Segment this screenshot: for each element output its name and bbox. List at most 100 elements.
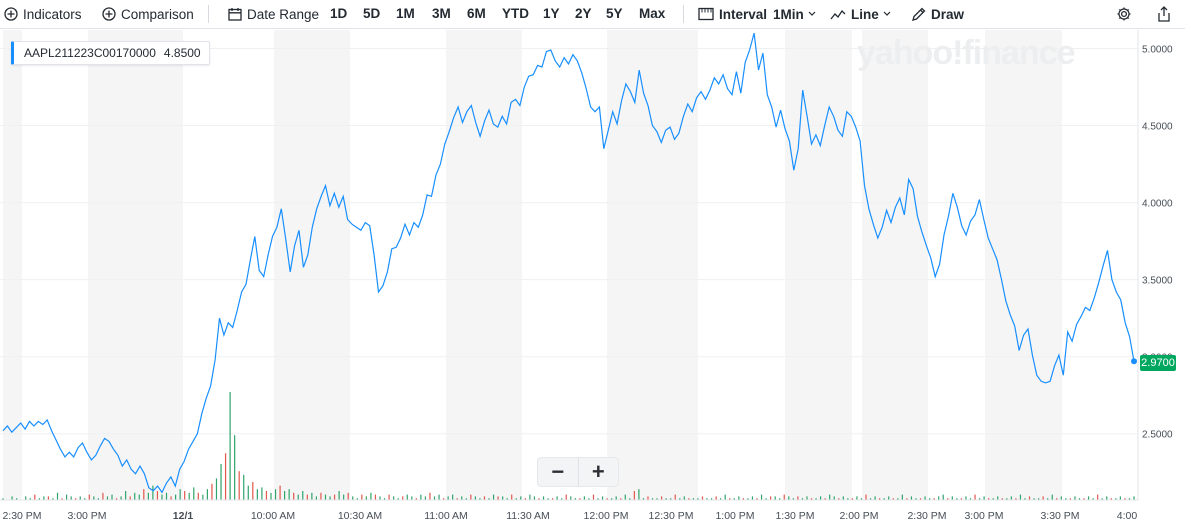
volume-bar — [561, 498, 563, 500]
gear-icon — [1116, 6, 1132, 22]
interval-dropdown[interactable]: Interval 1Min — [698, 0, 816, 28]
range-5d[interactable]: 5D — [363, 6, 381, 21]
volume-bar — [402, 496, 404, 500]
volume-bar — [892, 498, 894, 500]
volume-bar — [497, 496, 499, 500]
grid-lines — [0, 47, 1138, 435]
chevron-down-icon — [808, 11, 816, 17]
volume-bar — [388, 494, 390, 500]
volume-bar — [188, 492, 190, 500]
volume-bar — [406, 494, 408, 500]
volume-bar — [470, 494, 472, 500]
volume-bar — [129, 496, 131, 500]
y-tick-label: 2.5000 — [1142, 430, 1173, 441]
volume-bar — [61, 498, 63, 500]
date-range-button[interactable]: Date Range — [228, 0, 319, 28]
range-max[interactable]: Max — [639, 6, 666, 21]
range-1y[interactable]: 1Y — [543, 6, 560, 21]
x-tick-label: 1:30 PM — [775, 510, 814, 522]
volume-bar — [147, 492, 149, 500]
volume-bar — [683, 496, 685, 500]
x-tick-label: 12:00 PM — [584, 510, 629, 522]
volume-bar — [156, 491, 159, 500]
volume-bar — [720, 498, 722, 500]
volume-bar — [824, 498, 826, 500]
volume-bar — [547, 498, 549, 500]
volume-bar — [284, 491, 286, 500]
session-band — [862, 30, 928, 500]
volume-bar — [16, 498, 18, 500]
volume-bar — [1115, 498, 1117, 500]
volume-bar — [574, 498, 576, 500]
volume-bar — [738, 496, 740, 500]
volume-bar — [701, 496, 704, 500]
range-1m[interactable]: 1M — [396, 6, 415, 21]
volume-bar — [379, 496, 381, 500]
zoom-in-button[interactable]: + — [591, 459, 605, 484]
y-tick-label: 5.0000 — [1142, 44, 1173, 55]
volume-bar — [43, 496, 45, 500]
volume-bar — [352, 496, 354, 500]
share-button[interactable] — [1157, 0, 1176, 28]
volume-bar — [370, 492, 372, 500]
volume-bar — [742, 498, 744, 500]
volume-bar — [1097, 494, 1099, 500]
volume-bar — [474, 496, 476, 500]
volume-bar — [138, 494, 140, 500]
range-1d[interactable]: 1D — [330, 6, 348, 21]
volume-bar — [143, 489, 145, 500]
volume-bar — [874, 496, 876, 500]
volume-bar — [879, 498, 881, 500]
indicators-button[interactable]: Indicators — [4, 0, 82, 28]
range-6m[interactable]: 6M — [467, 6, 486, 21]
volume-bar — [933, 498, 935, 500]
volume-bar — [179, 489, 181, 500]
volume-bar — [978, 498, 981, 500]
volume-bar — [833, 496, 835, 500]
draw-button[interactable]: Draw — [911, 0, 964, 28]
volume-bar — [597, 498, 599, 500]
comparison-button[interactable]: Comparison — [102, 0, 194, 28]
settings-button[interactable] — [1116, 0, 1137, 28]
range-3m[interactable]: 3M — [432, 6, 451, 21]
symbol-name: AAPL211223C00170000 — [24, 46, 156, 60]
volume-bar — [433, 496, 436, 500]
volume-bar — [324, 494, 327, 500]
volume-bar — [656, 498, 658, 500]
chart-type-dropdown[interactable]: Line — [830, 0, 891, 28]
range-5y[interactable]: 5Y — [606, 6, 623, 21]
volume-bar — [506, 498, 508, 500]
volume-bar — [674, 494, 676, 500]
x-tick-label: 10:00 AM — [251, 510, 295, 522]
volume-bar — [79, 496, 81, 500]
draw-label: Draw — [931, 6, 965, 22]
volume-bars — [2, 392, 1135, 500]
volume-bar — [29, 498, 31, 500]
volume-bar — [983, 496, 985, 500]
volume-bar — [429, 492, 431, 500]
range-2y[interactable]: 2Y — [575, 6, 592, 21]
volume-bar — [747, 498, 749, 500]
volume-bar — [751, 496, 754, 500]
volume-bar — [234, 435, 236, 500]
plus-circle-icon — [102, 7, 116, 21]
volume-bar — [1006, 498, 1008, 500]
volume-bar — [152, 485, 154, 500]
volume-bar — [315, 496, 318, 500]
toolbar-divider — [208, 5, 209, 23]
volume-bar — [1047, 498, 1049, 500]
volume-bar — [338, 491, 340, 500]
volume-bar — [956, 498, 958, 500]
volume-bar — [1074, 496, 1076, 500]
zoom-out-button[interactable]: − — [538, 458, 579, 486]
symbol-label[interactable]: AAPL211223C00170000 4.8500 — [11, 41, 210, 65]
volume-bar — [869, 498, 872, 500]
volume-bar — [710, 498, 713, 500]
volume-bar — [688, 498, 690, 500]
range-ytd[interactable]: YTD — [502, 6, 529, 21]
volume-bar — [792, 498, 794, 500]
session-band — [607, 30, 698, 500]
volume-bar — [320, 492, 322, 500]
session-band — [274, 30, 350, 500]
